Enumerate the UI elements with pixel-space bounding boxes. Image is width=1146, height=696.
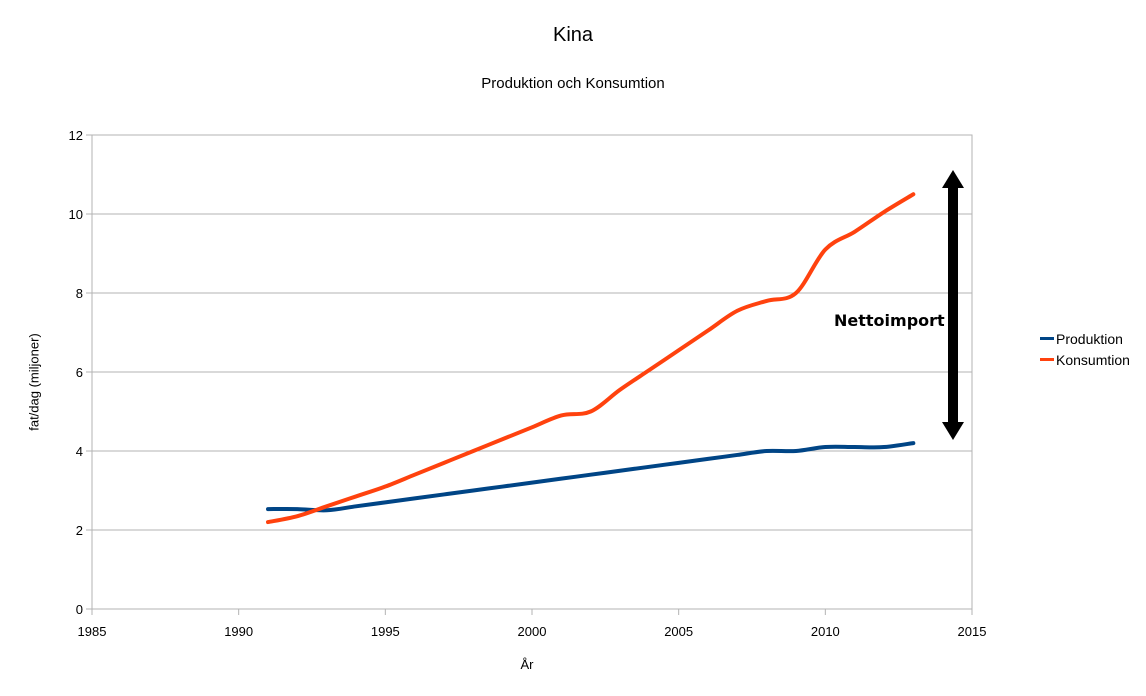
data-point-konsumtion-2005 <box>677 348 681 352</box>
data-point-konsumtion-1994 <box>354 494 358 498</box>
data-point-konsumtion-2001 <box>559 413 563 417</box>
data-point-produktion-2005 <box>677 461 681 465</box>
data-point-produktion-1996 <box>413 496 417 500</box>
arrow-head-down <box>942 422 964 440</box>
data-point-konsumtion-1996 <box>413 473 417 477</box>
data-point-produktion-1992 <box>295 507 299 511</box>
axis-ticks: 0 2 4 6 8 10 12 1985 1990 1995 2000 2005 2010 2015 <box>69 128 987 639</box>
data-point-konsumtion-2006 <box>706 329 710 333</box>
x-tick-label-2000: 2000 <box>518 624 547 639</box>
chart-title: Kina <box>552 24 594 46</box>
nettoimport-arrow <box>942 170 964 440</box>
y-tick-label-10: 10 <box>69 207 83 222</box>
nettoimport-annotation: Nettoimport <box>834 311 945 330</box>
data-point-konsumtion-1992 <box>295 514 299 518</box>
data-point-konsumtion-2011 <box>853 230 857 234</box>
y-tick-label-6: 6 <box>76 365 83 380</box>
data-point-produktion-1999 <box>501 485 505 489</box>
data-point-konsumtion-2000 <box>530 425 534 429</box>
data-point-konsumtion-1991 <box>266 520 270 524</box>
legend-label-produktion: Produktion <box>1056 330 1123 347</box>
data-point-konsumtion-1993 <box>325 504 329 508</box>
data-point-konsumtion-2003 <box>618 388 622 392</box>
data-point-produktion-1994 <box>354 504 358 508</box>
legend-item-konsumtion: Konsumtion <box>1040 349 1130 370</box>
x-tick-label-2015: 2015 <box>958 624 987 639</box>
data-point-produktion-1991 <box>266 507 270 511</box>
data-point-konsumtion-2010 <box>823 248 827 252</box>
arrow-head-up <box>942 170 964 188</box>
data-point-produktion-2013 <box>911 441 915 445</box>
x-tick-label-1990: 1990 <box>224 624 253 639</box>
y-tick-label-4: 4 <box>76 444 83 459</box>
x-tick-label-1995: 1995 <box>371 624 400 639</box>
data-point-konsumtion-2013 <box>911 192 915 196</box>
data-point-produktion-2003 <box>618 469 622 473</box>
y-tick-label-2: 2 <box>76 523 83 538</box>
series-line-produktion <box>266 441 916 513</box>
y-tick-label-0: 0 <box>76 602 83 617</box>
data-point-produktion-1993 <box>325 508 329 512</box>
data-point-produktion-2011 <box>853 445 857 449</box>
data-point-konsumtion-2009 <box>794 291 798 295</box>
data-point-konsumtion-1999 <box>501 437 505 441</box>
data-point-produktion-2009 <box>794 449 798 453</box>
data-point-konsumtion-2007 <box>735 309 739 313</box>
x-tick-label-2010: 2010 <box>811 624 840 639</box>
grid-lines <box>92 134 972 610</box>
legend-item-produktion: Produktion <box>1040 328 1130 349</box>
data-point-produktion-2006 <box>706 457 710 461</box>
data-point-konsumtion-1997 <box>442 461 446 465</box>
data-point-konsumtion-2012 <box>882 210 886 214</box>
data-point-produktion-2000 <box>530 481 534 485</box>
data-point-produktion-1997 <box>442 492 446 496</box>
data-point-produktion-1998 <box>471 489 475 492</box>
data-point-produktion-2004 <box>647 465 651 469</box>
data-point-produktion-2007 <box>735 453 739 457</box>
legend-swatch-konsumtion <box>1040 358 1054 361</box>
data-point-produktion-2012 <box>882 445 886 449</box>
series-layer <box>266 192 916 525</box>
x-axis-label: År <box>520 657 534 672</box>
data-point-produktion-2001 <box>559 477 563 481</box>
data-point-produktion-2010 <box>823 445 827 449</box>
data-point-produktion-1995 <box>383 500 387 504</box>
data-point-produktion-2002 <box>589 473 593 477</box>
data-point-konsumtion-2004 <box>647 368 651 372</box>
data-point-produktion-2008 <box>765 449 769 453</box>
legend-label-konsumtion: Konsumtion <box>1056 351 1130 368</box>
x-tick-label-2005: 2005 <box>664 624 693 639</box>
data-point-konsumtion-2008 <box>765 299 769 303</box>
legend: Produktion Konsumtion <box>1040 328 1130 370</box>
y-tick-label-8: 8 <box>76 286 83 301</box>
x-tick-label-1985: 1985 <box>78 624 107 639</box>
legend-swatch-produktion <box>1040 337 1054 340</box>
chart-subtitle: Produktion och Konsumtion <box>481 75 665 92</box>
data-point-konsumtion-1998 <box>471 449 475 453</box>
data-point-konsumtion-2002 <box>589 410 593 413</box>
y-tick-label-12: 12 <box>69 128 83 143</box>
data-point-konsumtion-1995 <box>383 485 387 489</box>
